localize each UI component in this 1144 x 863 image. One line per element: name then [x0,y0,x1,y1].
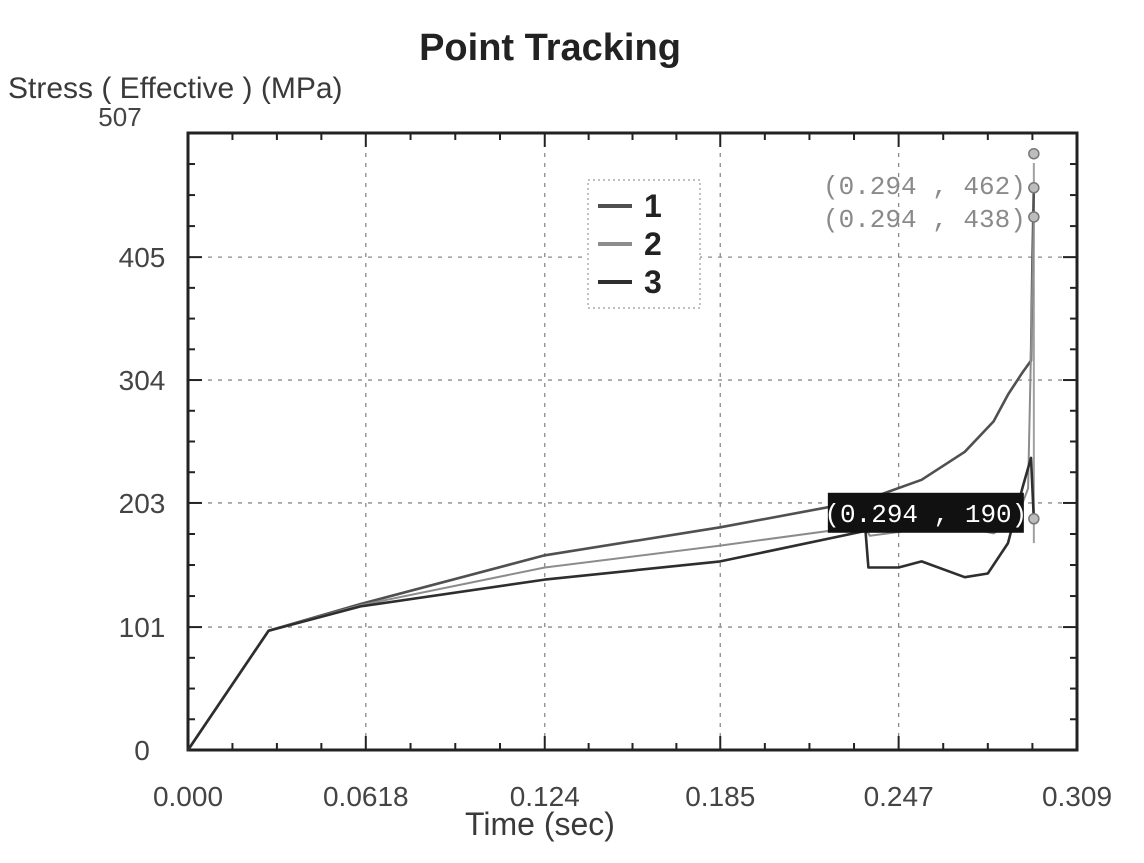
tick-layer: 0.000 0.0618 0.124 0.185 0.247 0.309 0 101 203 30… [98,102,1112,812]
x-tick-label: 0.124 [510,781,580,812]
legend-label-3: 3 [644,264,662,300]
legend-label-1: 1 [644,188,662,224]
annotation-layer: (0.294 , 462)(0.294 , 438) (0.294 , 190) [823,147,1040,533]
x-tick-label: 0.000 [153,781,223,812]
y-tick-label: 405 [119,242,166,273]
annotation-highlight-label: (0.294 , 190) [824,500,1027,530]
plot-frame [186,131,1079,752]
legend: 123 [587,179,701,309]
y-tick-label: 507 [98,102,141,132]
x-tick-label: 0.0618 [323,781,409,812]
annotation-marker [1028,182,1040,194]
legend-label-2: 2 [644,226,662,262]
annotation-label: (0.294 , 438) [823,205,1026,235]
y-tick-label: 101 [119,612,166,643]
y-tick-label: 203 [119,488,166,519]
x-tick-label: 0.247 [864,781,934,812]
x-tick-label: 0.185 [685,781,755,812]
tracking-line-top-marker [1028,147,1040,160]
series-1-line [186,186,1036,752]
annotation-highlight-box [827,492,1024,533]
y-axis-label: Stress ( Effective ) (MPa) [8,72,343,105]
annotation-marker [1028,513,1040,525]
chart-title: Point Tracking [419,27,681,69]
x-tick-label: 0.309 [1042,781,1112,812]
annotation-label: (0.294 , 462) [823,172,1026,202]
y-tick-label: 304 [119,365,166,396]
annotation-marker [1028,211,1040,223]
x-axis-label: Time (sec) [465,806,615,842]
y-tick-label: 0 [134,735,150,766]
